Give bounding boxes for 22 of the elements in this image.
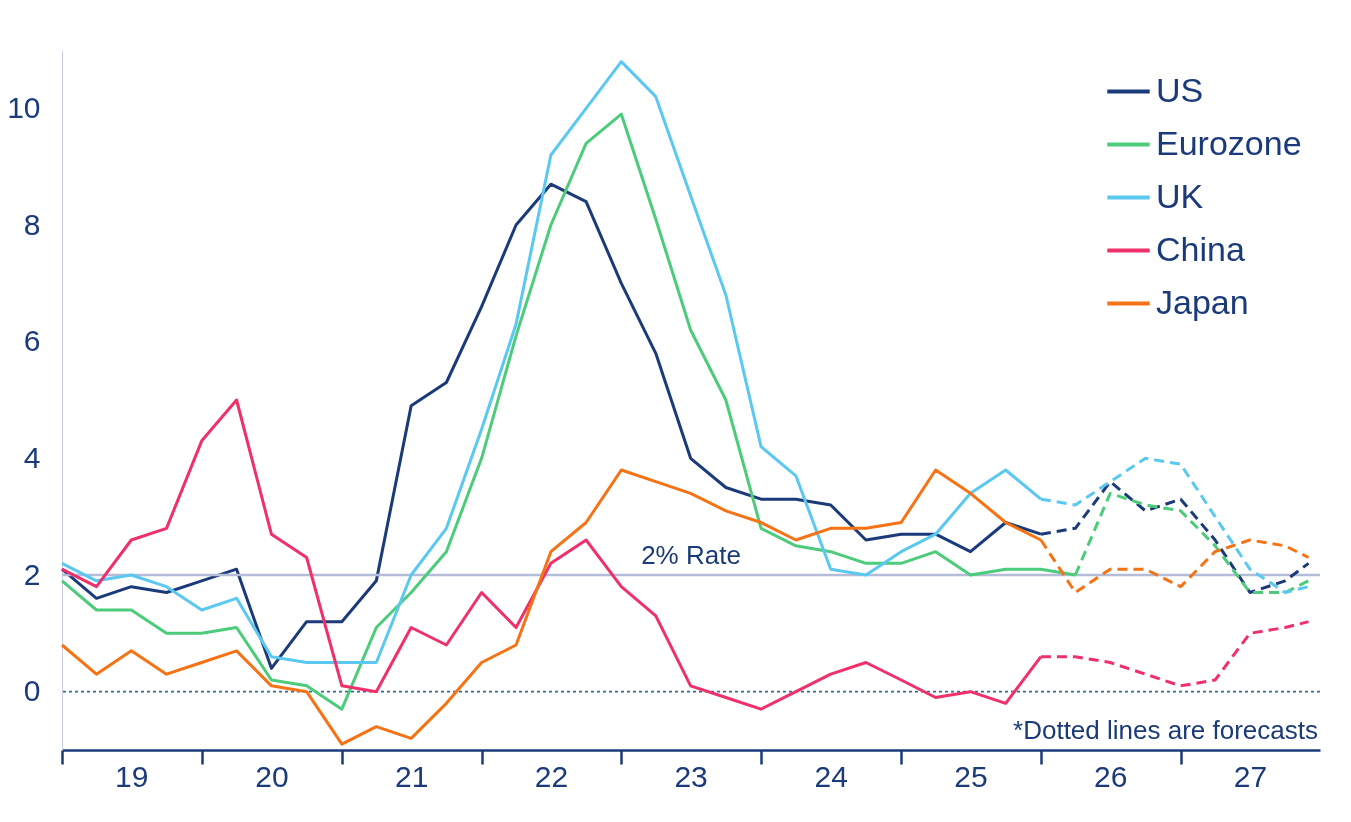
x-tick-label: 26 bbox=[1094, 759, 1128, 793]
x-tick-label: 20 bbox=[255, 759, 289, 793]
annotation: *Dotted lines are forecasts bbox=[1013, 715, 1318, 745]
x-tick-label: 22 bbox=[534, 759, 569, 793]
y-tick-label: 8 bbox=[23, 207, 41, 241]
y-tick-label: 10 bbox=[7, 90, 41, 124]
ref-line-label: 2% Rate bbox=[641, 540, 741, 570]
legend-label: Eurozone bbox=[1156, 123, 1302, 162]
x-tick-label: 27 bbox=[1233, 759, 1268, 793]
x-tick-label: 21 bbox=[394, 759, 429, 793]
legend-label: UK bbox=[1156, 176, 1204, 215]
x-tick-label: 24 bbox=[814, 759, 848, 793]
legend-label: Japan bbox=[1156, 282, 1249, 321]
legend-label: China bbox=[1156, 229, 1245, 268]
y-tick-label: 6 bbox=[23, 324, 41, 358]
x-tick-label: 25 bbox=[954, 759, 988, 793]
x-tick-label: 23 bbox=[674, 759, 708, 793]
x-tick-label: 19 bbox=[115, 759, 149, 793]
legend-label: US bbox=[1156, 70, 1204, 109]
y-tick-label: 4 bbox=[23, 440, 41, 474]
y-tick-label: 0 bbox=[23, 674, 41, 708]
y-tick-label: 2 bbox=[23, 557, 41, 591]
